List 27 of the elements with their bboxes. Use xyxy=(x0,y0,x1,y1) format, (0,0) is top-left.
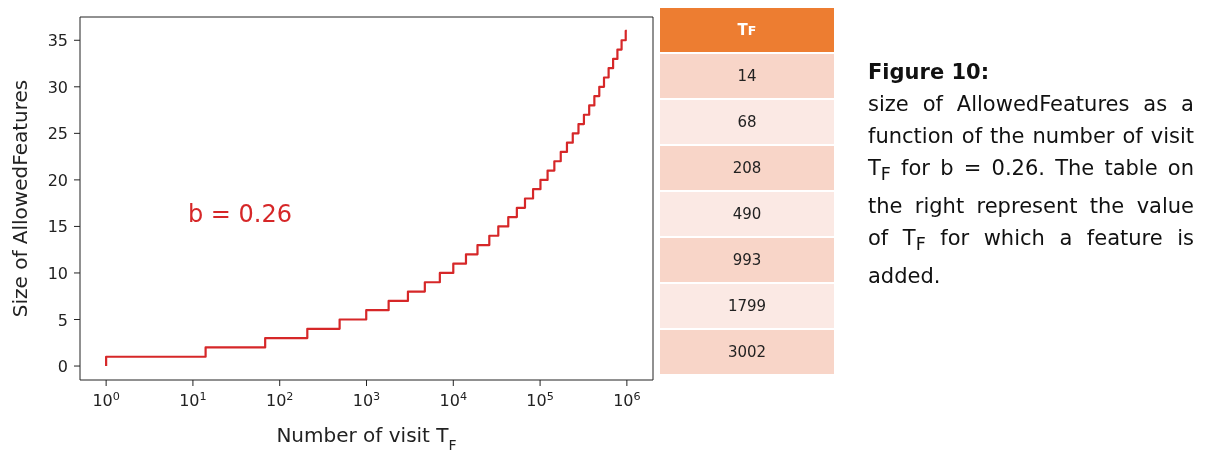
x-axis-title: Number of visit T$_{F}$ xyxy=(276,423,457,453)
data-label: 3002 xyxy=(660,330,834,374)
y-tick-label: 10 xyxy=(47,263,68,283)
data-label: 1799 xyxy=(660,284,834,328)
x-tick-label: 10$^{5}$ xyxy=(526,389,554,410)
annotation: b = 0.26 xyxy=(187,200,293,228)
x-tick-label: 10$^{3}$ xyxy=(352,389,381,410)
y-tick-label: 0 xyxy=(57,357,68,377)
caption: Figure 10: xyxy=(868,59,991,86)
data-label: 993 xyxy=(660,238,834,282)
y-tick-label: 5 xyxy=(57,310,68,330)
text: size of AllowedFeatures as a function of the number of visit T$_{F}$ for b = 0.26. The table on the right represent the value of T$_{F}$ for which a feature is added. xyxy=(868,92,1194,289)
y-tick-label: 25 xyxy=(47,124,68,144)
x-tick-label: 10$^{1}$ xyxy=(179,389,207,410)
y-axis-title: Size of AllowedFeatures xyxy=(8,79,33,318)
data-label: 490 xyxy=(660,192,834,236)
y-tick-label: 30 xyxy=(47,77,68,97)
y-tick-label: 20 xyxy=(47,170,68,190)
y-tick-label: 15 xyxy=(47,217,68,237)
x-tick-label: 10$^{6}$ xyxy=(613,389,641,410)
x-tick-label: 10$^{2}$ xyxy=(265,389,294,410)
data-label: 14 xyxy=(660,54,834,98)
x-tick-label: 10$^{4}$ xyxy=(439,389,468,410)
data-label: 68 xyxy=(660,100,834,144)
x-tick-label: 10$^{0}$ xyxy=(92,389,120,410)
data-label: 208 xyxy=(660,146,834,190)
y-tick-label: 35 xyxy=(47,31,68,51)
